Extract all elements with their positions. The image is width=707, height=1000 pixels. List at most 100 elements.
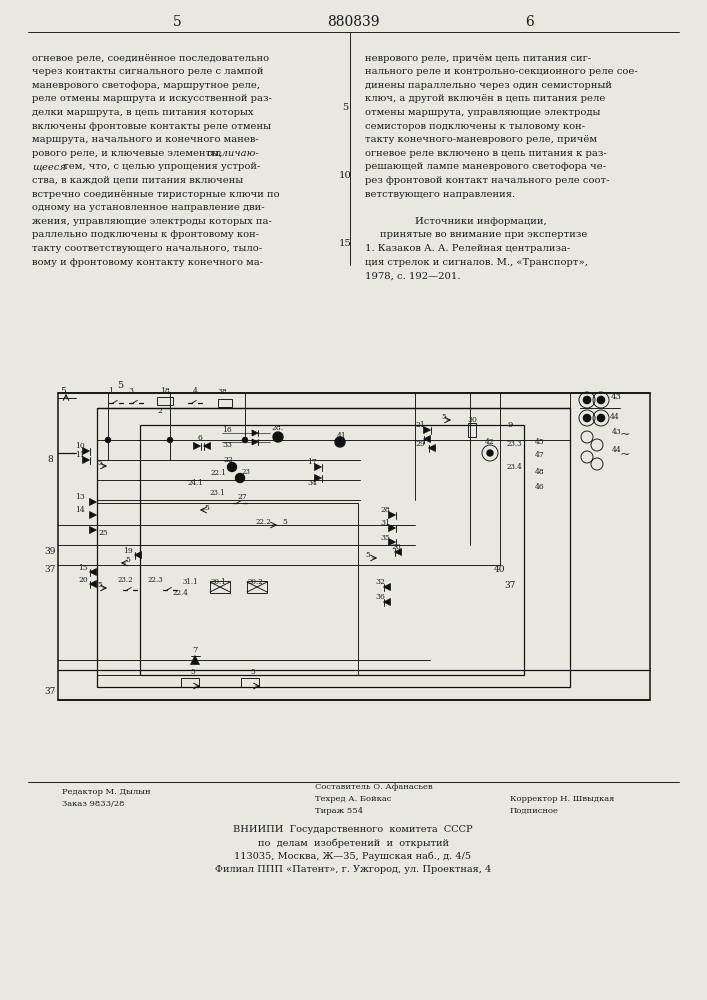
Polygon shape (389, 524, 395, 532)
Text: маршрута, начального и конечного манев-: маршрута, начального и конечного манев- (32, 135, 259, 144)
Text: рового реле, и ключевые элементы,: рового реле, и ключевые элементы, (32, 149, 226, 158)
Bar (218, 399, 232, 407)
Text: 4: 4 (192, 387, 197, 395)
Text: 34: 34 (307, 479, 317, 487)
Polygon shape (83, 448, 90, 454)
Text: одному на установленное направление дви-: одному на установленное направление дви- (32, 203, 264, 212)
Text: Источники информации,: Источники информации, (415, 217, 547, 226)
Text: 5: 5 (341, 104, 348, 112)
Text: 5: 5 (117, 380, 123, 389)
Bar (468, 423, 476, 437)
Text: 23.4: 23.4 (506, 463, 522, 471)
Text: 8: 8 (47, 456, 53, 464)
Text: 39: 39 (45, 546, 56, 556)
Polygon shape (83, 456, 90, 464)
Text: динены параллельно через один семисторный: динены параллельно через один семисторны… (365, 81, 612, 90)
Circle shape (228, 462, 237, 472)
Text: 35: 35 (380, 534, 390, 542)
Bar (247, 581, 267, 593)
Bar (58, 393, 650, 700)
Text: принятые во внимание при экспертизе: принятые во внимание при экспертизе (380, 230, 588, 239)
Text: 5: 5 (60, 386, 66, 395)
Polygon shape (395, 548, 402, 556)
Text: 15: 15 (78, 564, 88, 572)
Bar (210, 581, 230, 593)
Text: 880839: 880839 (327, 15, 379, 29)
Polygon shape (423, 436, 431, 442)
Text: ция стрелок и сигналов. М., «Транспорт»,: ция стрелок и сигналов. М., «Транспорт», (365, 258, 588, 267)
Text: 24.1: 24.1 (187, 479, 203, 487)
Text: 33: 33 (222, 441, 232, 449)
Text: 21: 21 (415, 421, 425, 429)
Text: 22.1: 22.1 (210, 469, 226, 477)
Text: 15: 15 (339, 239, 351, 248)
Text: 28.: 28. (272, 424, 284, 432)
Circle shape (583, 396, 590, 404)
Polygon shape (90, 580, 96, 587)
Text: 23.3: 23.3 (506, 440, 522, 448)
Text: 37: 37 (45, 688, 56, 696)
Text: 37: 37 (504, 580, 515, 589)
Circle shape (597, 396, 604, 404)
Text: по  делам  изобретений  и  открытий: по делам изобретений и открытий (257, 838, 448, 848)
Text: 30: 30 (467, 416, 477, 424)
Text: 23: 23 (242, 468, 250, 476)
Bar (241, 678, 259, 686)
Text: 3: 3 (128, 387, 133, 395)
Text: 43: 43 (612, 428, 622, 436)
Bar (181, 678, 199, 686)
Text: 23.2: 23.2 (117, 576, 133, 584)
Circle shape (168, 438, 173, 442)
Text: 20.2: 20.2 (247, 578, 263, 586)
Text: 26: 26 (391, 543, 401, 551)
Text: щееся: щееся (32, 162, 66, 171)
Text: 113035, Москва, Ж—35, Раушская наб., д. 4/5: 113035, Москва, Ж—35, Раушская наб., д. … (235, 851, 472, 861)
Text: 16: 16 (222, 426, 232, 434)
Text: 14: 14 (75, 506, 85, 514)
Text: 5: 5 (126, 556, 130, 564)
Text: 38: 38 (217, 388, 227, 396)
Circle shape (243, 438, 247, 442)
Text: ~: ~ (620, 428, 630, 442)
Text: рез фронтовой контакт начального реле соот-: рез фронтовой контакт начального реле со… (365, 176, 609, 185)
Text: 22: 22 (223, 456, 233, 464)
Text: 31: 31 (380, 519, 390, 527)
Text: 47: 47 (535, 451, 545, 459)
Text: 2: 2 (158, 407, 163, 415)
Text: 27: 27 (237, 493, 247, 501)
Text: Заказ 9833/28: Заказ 9833/28 (62, 800, 124, 808)
Text: Тираж 554: Тираж 554 (315, 807, 363, 815)
Text: 7: 7 (192, 646, 198, 654)
Text: 19: 19 (123, 547, 133, 555)
Text: 1: 1 (108, 387, 113, 395)
Circle shape (583, 414, 590, 422)
Text: 25: 25 (98, 529, 108, 537)
Text: 20.1: 20.1 (210, 578, 226, 586)
Text: 37: 37 (45, 566, 56, 574)
Text: 44: 44 (612, 446, 621, 454)
Text: включены фронтовые контакты реле отмены: включены фронтовые контакты реле отмены (32, 122, 271, 131)
Text: 36: 36 (375, 593, 385, 601)
Polygon shape (134, 552, 141, 558)
Text: маневрового светофора, маршрутное реле,: маневрового светофора, маршрутное реле, (32, 81, 260, 90)
Text: 42: 42 (485, 438, 495, 446)
Polygon shape (204, 442, 211, 450)
Text: реле отмены маршрута и искусственной раз-: реле отмены маршрута и искусственной раз… (32, 94, 272, 103)
Circle shape (273, 432, 283, 442)
Text: 10: 10 (339, 172, 351, 180)
Text: 5: 5 (191, 668, 195, 676)
Text: 22.2: 22.2 (255, 518, 271, 526)
Text: ВНИИПИ  Государственного  комитета  СССР: ВНИИПИ Государственного комитета СССР (233, 826, 473, 834)
Text: тем, что, с целью упрощения устрой-: тем, что, с целью упрощения устрой- (60, 162, 260, 171)
Circle shape (105, 438, 110, 442)
Text: отмены маршрута, управляющие электроды: отмены маршрута, управляющие электроды (365, 108, 600, 117)
Text: 6: 6 (197, 434, 202, 442)
Text: огневое реле, соединённое последовательно: огневое реле, соединённое последовательн… (32, 54, 269, 63)
Text: 1978, с. 192—201.: 1978, с. 192—201. (365, 271, 460, 280)
Circle shape (235, 474, 245, 483)
Text: 1. Казаков А. А. Релейная централиза-: 1. Казаков А. А. Релейная централиза- (365, 244, 571, 253)
Text: 5: 5 (283, 518, 288, 526)
Text: 11: 11 (75, 451, 85, 459)
Text: 5: 5 (204, 504, 209, 512)
Text: 46: 46 (535, 483, 545, 491)
